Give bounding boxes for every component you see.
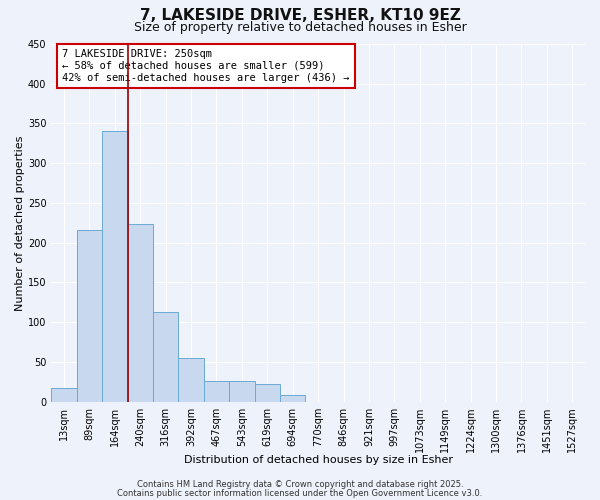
Bar [254, 384, 280, 402]
Bar [77, 230, 102, 402]
Bar [51, 388, 77, 402]
Text: Contains HM Land Registry data © Crown copyright and database right 2025.: Contains HM Land Registry data © Crown c… [137, 480, 463, 489]
Text: Contains public sector information licensed under the Open Government Licence v3: Contains public sector information licen… [118, 488, 482, 498]
Bar [128, 224, 153, 402]
Bar [280, 396, 305, 402]
Bar [204, 381, 229, 402]
Text: 7 LAKESIDE DRIVE: 250sqm
← 58% of detached houses are smaller (599)
42% of semi-: 7 LAKESIDE DRIVE: 250sqm ← 58% of detach… [62, 50, 349, 82]
Text: 7, LAKESIDE DRIVE, ESHER, KT10 9EZ: 7, LAKESIDE DRIVE, ESHER, KT10 9EZ [140, 8, 460, 22]
Bar [178, 358, 204, 402]
Bar [229, 381, 254, 402]
Bar [153, 312, 178, 402]
Bar [102, 132, 128, 402]
Text: Size of property relative to detached houses in Esher: Size of property relative to detached ho… [134, 21, 466, 34]
X-axis label: Distribution of detached houses by size in Esher: Distribution of detached houses by size … [184, 455, 452, 465]
Y-axis label: Number of detached properties: Number of detached properties [15, 135, 25, 310]
